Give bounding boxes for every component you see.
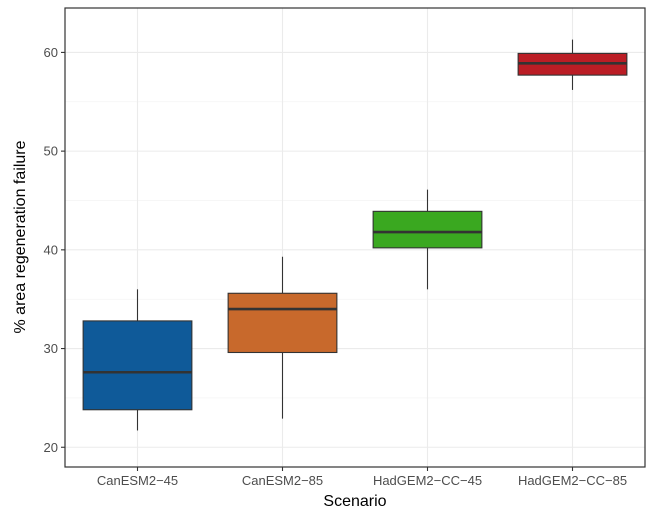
box-group	[227, 256, 338, 419]
box-rect	[227, 292, 338, 354]
x-axis-title: Scenario	[323, 493, 386, 510]
y-tick-label: 30	[44, 341, 58, 356]
box-group	[517, 39, 628, 90]
x-tick-label: HadGEM2−CC−85	[518, 473, 627, 488]
axes: 20 30 40 50 60 CanESM2−45 CanESM2−85 HadGEM2−CC…	[44, 45, 628, 488]
y-tick-label: 40	[44, 242, 58, 257]
y-tick-label: 60	[44, 45, 58, 60]
box-rect	[372, 210, 483, 249]
y-tick-label: 50	[44, 144, 58, 159]
y-axis-title: % area regeneration failure	[12, 140, 29, 333]
box-rect	[82, 320, 193, 411]
y-tick-label: 20	[44, 440, 58, 455]
box-group	[82, 289, 193, 431]
boxes	[82, 39, 628, 431]
box-group	[372, 189, 483, 290]
plot-border	[64, 7, 646, 468]
x-tick-label: CanESM2−85	[242, 473, 323, 488]
x-tick-label: CanESM2−45	[97, 473, 178, 488]
x-tick-label: HadGEM2−CC−45	[373, 473, 482, 488]
